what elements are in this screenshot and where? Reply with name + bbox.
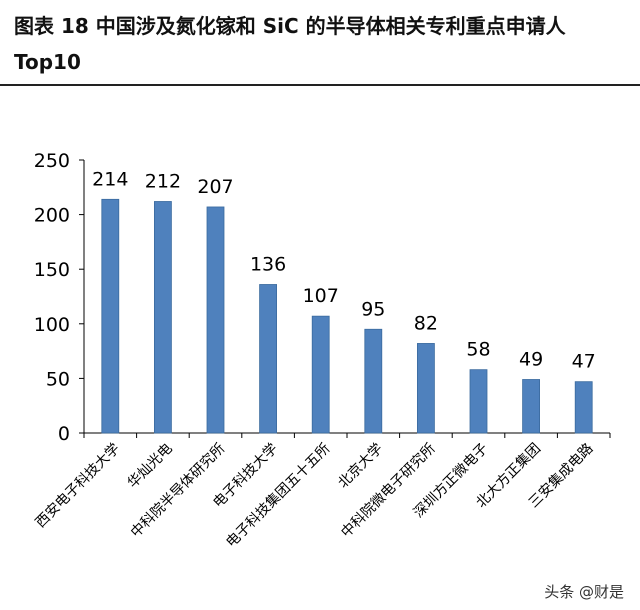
- y-tick-label: 50: [46, 368, 70, 390]
- bar: [522, 379, 540, 434]
- data-label: 214: [92, 168, 128, 190]
- category-label: 西安电子科技大学: [33, 441, 124, 532]
- chart-title: 图表 18 中国涉及氮化镓和 SiC 的半导体相关专利重点申请人 Top10: [14, 14, 566, 74]
- data-label: 107: [303, 285, 339, 307]
- category-label: 华灿光电: [125, 441, 176, 492]
- data-label: 95: [361, 298, 385, 320]
- y-tick-label: 150: [34, 259, 70, 281]
- bar: [574, 381, 593, 434]
- category-label: 电子科技集团五十五所: [223, 440, 334, 551]
- bar: [101, 198, 120, 434]
- bar: [153, 201, 172, 434]
- y-tick-label: 0: [58, 423, 70, 445]
- category-label: 北京大学: [335, 441, 386, 492]
- bar: [364, 328, 383, 434]
- watermark: 头条 @财是: [544, 583, 624, 601]
- y-tick-label: 100: [34, 314, 70, 336]
- category-label: 中科院微电子研究所: [338, 441, 438, 541]
- data-label: 49: [519, 348, 543, 370]
- data-label: 212: [145, 170, 181, 192]
- data-label: 82: [414, 312, 438, 334]
- title-divider: [0, 84, 640, 86]
- data-label: 47: [572, 351, 596, 373]
- bar: [311, 315, 330, 434]
- category-label: 中科院半导体研究所: [128, 441, 228, 541]
- data-label: 136: [250, 253, 286, 275]
- bar: [259, 284, 278, 434]
- data-label: 207: [197, 176, 233, 198]
- bar: [416, 343, 435, 434]
- y-tick-label: 200: [34, 205, 70, 227]
- bar: [206, 206, 225, 434]
- bar: [469, 369, 488, 434]
- y-tick-label: 250: [34, 150, 70, 172]
- data-label: 58: [466, 339, 490, 361]
